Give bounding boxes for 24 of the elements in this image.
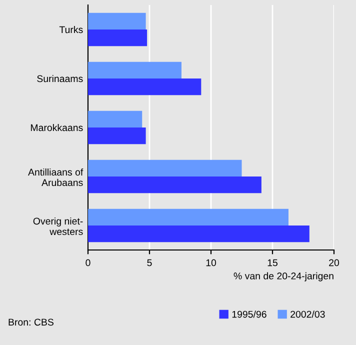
bar bbox=[88, 128, 146, 144]
y-tick-label: Antilliaans of Arubaans bbox=[28, 168, 84, 186]
bar bbox=[88, 176, 262, 194]
bar bbox=[88, 160, 242, 176]
bar bbox=[88, 30, 148, 46]
text: Bron: CBS bbox=[8, 318, 54, 326]
y-tick-label: Turks bbox=[59, 26, 83, 34]
bar bbox=[88, 110, 142, 128]
y-tick-label: Surinaams bbox=[37, 74, 83, 82]
y-tick-label: Marokkaans bbox=[30, 124, 83, 132]
x-tick-label: 0 bbox=[86, 259, 90, 266]
x-tick-label: 20 bbox=[329, 259, 340, 266]
x-tick-label: 15 bbox=[268, 259, 278, 266]
bar bbox=[88, 208, 288, 226]
bar bbox=[88, 78, 202, 96]
legend-label: 2002/03 bbox=[290, 310, 325, 318]
x-tick-label: 5 bbox=[147, 259, 152, 266]
bar bbox=[88, 226, 310, 242]
legend-label: 1995/96 bbox=[232, 310, 266, 318]
bar bbox=[88, 12, 146, 30]
x-tick-label: 10 bbox=[206, 259, 216, 266]
y-tick-label: Overig niet- westers bbox=[33, 217, 83, 236]
bar bbox=[88, 62, 182, 78]
x-axis-title: % van de 20-24-jarigen bbox=[234, 272, 334, 282]
